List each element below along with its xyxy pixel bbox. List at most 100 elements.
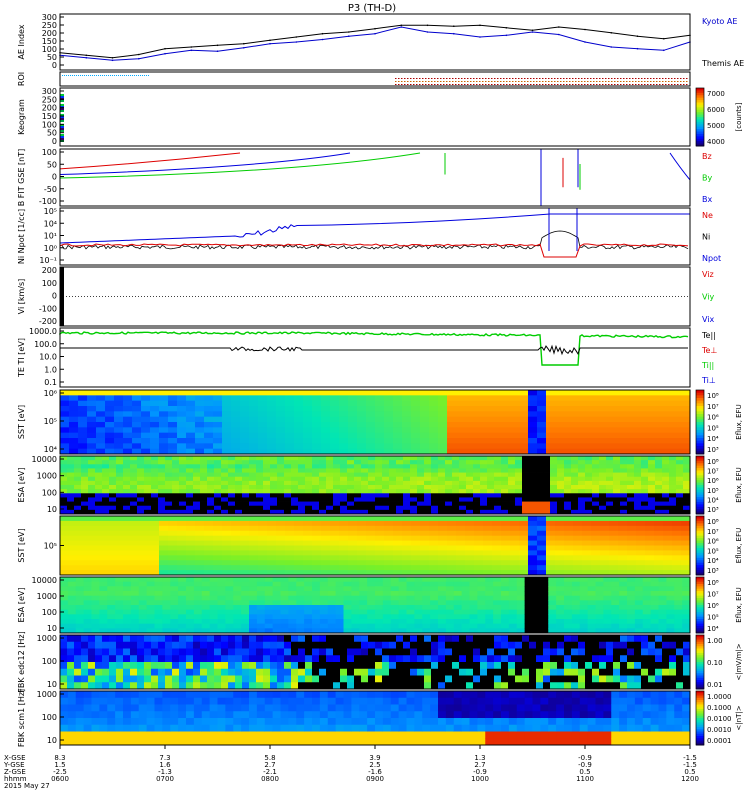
heatmap-cell	[429, 526, 438, 531]
heatmap-cell	[354, 468, 361, 473]
heatmap-cell	[522, 460, 529, 465]
heatmap-cell	[402, 531, 411, 536]
heatmap-cell	[177, 536, 186, 541]
heatmap-cell	[221, 493, 228, 498]
heatmap-cell	[288, 624, 296, 629]
heatmap-cell	[186, 460, 193, 465]
ytick-keogram-6: 0	[52, 137, 57, 146]
roi-dot	[632, 81, 634, 82]
heatmap-cell	[132, 546, 141, 551]
heatmap-cell	[60, 662, 67, 669]
heatmap-cell	[87, 555, 96, 560]
heatmap-cell	[347, 481, 354, 486]
ytick-velocity-2: 0	[52, 292, 57, 301]
heatmap-cell	[231, 521, 240, 526]
heatmap-cell	[438, 506, 445, 511]
heatmap-cell	[361, 489, 368, 494]
heatmap-cell	[515, 477, 522, 482]
heatmap-cell	[571, 489, 578, 494]
heatmap-cell	[231, 427, 240, 433]
heatmap-cell	[158, 497, 165, 502]
heatmap-cell	[312, 489, 319, 494]
heatmap-cell	[249, 560, 258, 565]
heatmap-cell	[546, 395, 555, 401]
heatmap-cell	[221, 676, 228, 683]
heatmap-cell	[60, 456, 67, 461]
heatmap-cell	[67, 460, 74, 465]
heatmap-cell	[600, 390, 609, 396]
heatmap-cell	[510, 555, 519, 560]
heatmap-cell	[420, 565, 429, 570]
heatmap-cell	[572, 605, 580, 610]
heatmap-cell	[141, 422, 150, 428]
heatmap-cell	[207, 506, 214, 511]
heatmap-cell	[102, 655, 109, 662]
heatmap-cell	[263, 456, 270, 461]
heatmap-cell	[508, 468, 515, 473]
heatmap-cell	[447, 546, 456, 551]
heatmap-cell	[285, 438, 294, 444]
heatmap-cell	[102, 635, 109, 642]
heatmap-cell	[144, 642, 151, 649]
heatmap-cell	[494, 468, 501, 473]
heatmap-cell	[627, 605, 635, 610]
heatmap-cell	[591, 417, 600, 423]
heatmap-cell	[235, 481, 242, 486]
roi-dot	[551, 81, 553, 82]
heatmap-cell	[354, 669, 361, 676]
heatmap-cell	[277, 456, 284, 461]
heatmap-cell	[682, 586, 690, 591]
heatmap-cell	[389, 456, 396, 461]
roi-dot	[449, 78, 451, 79]
heatmap-cell	[591, 395, 600, 401]
heatmap-cell	[281, 619, 289, 624]
roi-dot	[638, 78, 640, 79]
heatmap-cell	[651, 591, 659, 596]
heatmap-cell	[326, 481, 333, 486]
heatmap-cell	[492, 541, 501, 546]
heatmap-cell	[528, 401, 537, 407]
roi-dot	[506, 84, 508, 85]
keogram-pixel	[60, 130, 64, 132]
heatmap-cell	[391, 614, 399, 619]
heatmap-cell	[60, 406, 69, 412]
heatmap-cell	[636, 438, 645, 444]
heatmap-cell	[635, 582, 643, 587]
heatmap-cell	[368, 682, 375, 689]
heatmap-cell	[492, 395, 501, 401]
heatmap-cell	[676, 489, 683, 494]
heatmap-cell	[596, 582, 604, 587]
heatmap-cell	[81, 477, 88, 482]
heatmap-cell	[305, 502, 312, 507]
heatmap-cell	[403, 481, 410, 486]
heatmap-cell	[611, 605, 619, 610]
heatmap-cell	[357, 565, 366, 570]
heatmap-cell	[424, 460, 431, 465]
heatmap-cell	[555, 555, 564, 560]
heatmap-cell	[683, 502, 690, 507]
heatmap-cell	[375, 464, 382, 469]
heatmap-cell	[389, 493, 396, 498]
heatmap-cell	[95, 655, 102, 662]
roi-dot	[82, 75, 83, 76]
roi-dot	[503, 81, 505, 82]
heatmap-cell	[304, 619, 312, 624]
roi-dot	[440, 81, 442, 82]
heatmap-cell	[519, 417, 528, 423]
heatmap-cell	[483, 541, 492, 546]
heatmap-cell	[431, 481, 438, 486]
roi-dot	[641, 84, 643, 85]
heatmap-cell	[168, 406, 177, 412]
heatmap-cell	[186, 635, 193, 642]
heatmap-cell	[613, 477, 620, 482]
heatmap-cell	[186, 422, 195, 428]
heatmap-cell	[620, 473, 627, 478]
roi-dot	[72, 75, 73, 76]
heatmap-cell	[407, 596, 415, 601]
heatmap-cell	[454, 596, 462, 601]
heatmap-cell	[411, 411, 420, 417]
heatmap-cell	[519, 516, 528, 521]
heatmap-cell	[654, 395, 663, 401]
heatmap-cell	[682, 605, 690, 610]
heatmap-cell	[663, 521, 672, 526]
